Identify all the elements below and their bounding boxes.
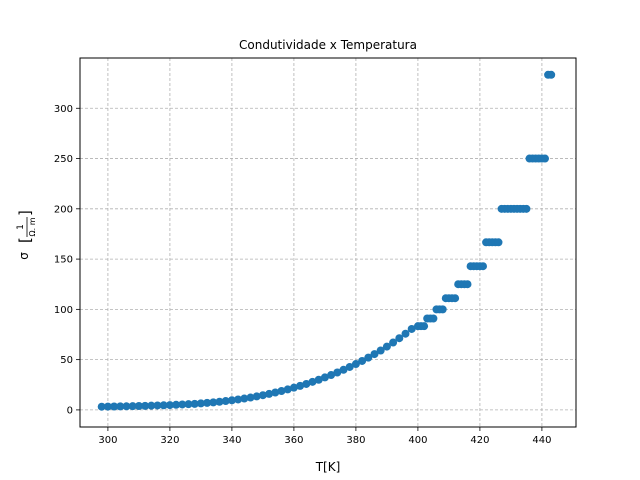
y-tick-label: 250 [54, 154, 73, 165]
data-point [209, 398, 218, 407]
data-point [358, 356, 367, 365]
data-point [258, 391, 267, 400]
data-point [547, 70, 556, 79]
data-point [153, 401, 162, 410]
data-point [122, 402, 131, 411]
data-point [376, 346, 385, 355]
data-point [196, 399, 205, 408]
data-point [320, 373, 329, 382]
data-point [283, 385, 292, 394]
data-point [314, 375, 323, 384]
data-point [522, 204, 531, 213]
y-axis-bracket-left: [ [16, 237, 34, 243]
data-point [178, 400, 187, 409]
data-point [141, 401, 150, 410]
data-point [395, 334, 404, 343]
data-point [401, 329, 410, 338]
x-tick-label: 420 [470, 435, 489, 446]
data-point [339, 365, 348, 374]
data-point [128, 402, 137, 411]
y-axis-label: σ [ 1 Ω. m ] [16, 210, 37, 260]
data-point [364, 353, 373, 362]
data-point [159, 401, 168, 410]
data-point [172, 400, 181, 409]
data-point [215, 397, 224, 406]
data-point [407, 324, 416, 333]
data-point [296, 381, 305, 390]
y-tick-label: 150 [54, 255, 73, 266]
y-tick-label: 300 [54, 104, 73, 115]
grid-lines [80, 58, 576, 427]
data-point [165, 401, 174, 410]
data-point [382, 342, 391, 351]
data-point [116, 402, 125, 411]
y-axis-ticks: 0 50 100 150 200 250 300 [54, 104, 80, 416]
data-point [110, 402, 119, 411]
data-point [463, 280, 472, 289]
data-point [97, 402, 106, 411]
y-axis-symbol: σ [17, 252, 31, 260]
y-axis-bracket-right: ] [16, 210, 34, 216]
data-point [451, 294, 460, 303]
x-tick-label: 380 [346, 435, 365, 446]
y-tick-label: 200 [54, 204, 73, 215]
data-point [190, 399, 199, 408]
x-tick-label: 320 [160, 435, 179, 446]
y-axis-unit-numerator: 1 [16, 224, 26, 230]
data-point [302, 379, 311, 388]
data-point [203, 398, 212, 407]
data-point [327, 371, 336, 380]
x-axis-ticks: 300 320 340 360 380 400 420 440 [98, 427, 551, 446]
data-point [147, 401, 156, 410]
data-point [351, 360, 360, 369]
data-point [333, 368, 342, 377]
x-tick-label: 400 [408, 435, 427, 446]
data-point [494, 238, 503, 247]
data-point [429, 314, 438, 323]
data-point [265, 389, 274, 398]
x-tick-label: 360 [284, 435, 303, 446]
data-point [438, 305, 447, 314]
data-point [345, 362, 354, 371]
x-tick-label: 300 [98, 435, 117, 446]
data-point [479, 262, 487, 271]
data-point [289, 383, 298, 392]
y-tick-label: 100 [54, 305, 73, 316]
data-point [277, 387, 286, 396]
data-point [541, 154, 549, 163]
y-tick-label: 0 [67, 405, 73, 416]
x-tick-label: 340 [222, 435, 241, 446]
data-point [370, 350, 379, 359]
y-tick-label: 50 [60, 355, 73, 366]
data-point [246, 393, 255, 402]
data-point [308, 377, 317, 386]
data-point [184, 400, 193, 409]
data-points [97, 70, 556, 411]
x-tick-label: 440 [532, 435, 551, 446]
data-point [103, 402, 112, 411]
data-point [227, 396, 236, 405]
data-point [221, 397, 230, 406]
plot-area-frame [79, 57, 577, 428]
data-point [389, 338, 398, 347]
data-point [134, 401, 143, 410]
data-point [271, 388, 280, 397]
data-point [420, 322, 429, 331]
data-point [252, 392, 261, 401]
x-axis-label: T[K] [315, 460, 341, 474]
data-point [240, 394, 249, 403]
y-axis-unit-denominator: Ω. m [28, 217, 37, 236]
data-point [234, 395, 243, 404]
chart-title: Condutividade x Temperatura [239, 38, 417, 52]
